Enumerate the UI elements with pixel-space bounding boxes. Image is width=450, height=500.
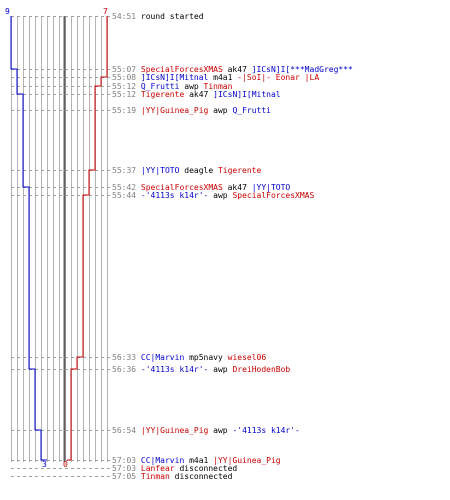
event-text: awp — [208, 191, 233, 200]
player-name: Q_Frutti — [232, 106, 271, 115]
player-name: ]ICsN]I[Mitnal — [213, 90, 281, 99]
red-end-count: 0 — [63, 460, 68, 469]
event-time: 57:05 — [112, 472, 141, 481]
event-text: m4a1 — [184, 456, 214, 465]
event-row: 55:42 SpecialForcesXMAS ak47 |YY|TOTO — [112, 183, 290, 192]
event-time: 55:08 — [112, 73, 141, 82]
event-row: 55:44 -'4113s k14r'- awp SpecialForcesXM… — [112, 191, 314, 200]
event-row: 55:19 |YY|Guinea_Pig awp Q_Frutti — [112, 106, 271, 115]
player-name: SpecialForcesXMAS — [140, 65, 223, 74]
event-time: 57:03 — [112, 456, 141, 465]
player-name: CC|Marvin — [140, 353, 185, 362]
event-time: 55:12 — [112, 90, 141, 99]
event-time: 56:54 — [112, 426, 141, 435]
event-time: 55:19 — [112, 106, 141, 115]
event-text: ak47 — [222, 183, 252, 192]
event-time: 56:36 — [112, 365, 141, 374]
event-row: 57:05 Tinman disconnected — [112, 472, 232, 481]
event-text: mp5navy — [184, 353, 228, 362]
player-name: |YY|TOTO — [251, 183, 291, 192]
event-text: ak47 — [222, 65, 252, 74]
event-row: 55:12 Q_Frutti awp Tinman — [112, 82, 232, 91]
event-row: 57:03 Lanfear disconnected — [112, 464, 237, 473]
player-name: |YY|Guinea_Pig — [213, 456, 281, 465]
red-start-count: 7 — [103, 7, 108, 16]
event-text: ak47 — [184, 90, 214, 99]
player-name: wiesel06 — [227, 353, 267, 362]
player-name: -'4113s k14r'- — [232, 426, 300, 435]
player-name: Lanfear — [140, 464, 175, 473]
event-row: 55:37 |YY|TOTO deagle Tigerente — [112, 166, 261, 175]
event-row: 55:08 ]ICsN]I[Mitnal m4a1 -|SoI|- Eonar … — [112, 73, 319, 82]
event-row: 56:36 -'4113s k14r'- awp DreiHodenBob — [112, 365, 290, 374]
blue-start-count: 9 — [5, 7, 10, 16]
player-name: ]ICsN]I[***MadGreg*** — [251, 65, 353, 74]
player-name: ]ICsN]I[Mitnal — [140, 73, 209, 82]
blue-alive-line — [10, 16, 47, 461]
event-row: 56:33 CC|Marvin mp5navy wiesel06 — [112, 353, 266, 362]
player-name: Q_Frutti — [140, 82, 180, 91]
player-name: Tigerente — [140, 90, 185, 99]
player-name: |YY|TOTO — [140, 166, 180, 175]
player-name: -'4113s k14r'- — [140, 365, 209, 374]
event-time: 54:51 — [112, 12, 141, 21]
event-time: 57:03 — [112, 464, 141, 473]
player-name: SpecialForcesXMAS — [232, 191, 315, 200]
event-row: 54:51 round started — [112, 12, 204, 21]
event-time: 55:37 — [112, 166, 141, 175]
event-time: 56:33 — [112, 353, 141, 362]
event-time: 55:07 — [112, 65, 141, 74]
event-row: 55:07 SpecialForcesXMAS ak47 ]ICsN]I[***… — [112, 65, 353, 74]
event-text: awp — [208, 106, 233, 115]
event-row: 57:03 CC|Marvin m4a1 |YY|Guinea_Pig — [112, 456, 281, 465]
player-name: Tigerente — [217, 166, 262, 175]
red-alive-line — [67, 16, 108, 461]
event-text: disconnected — [174, 464, 238, 473]
player-name: |YY|Guinea_Pig — [140, 106, 209, 115]
event-text: disconnected — [169, 472, 233, 481]
player-name: |YY|Guinea_Pig — [140, 426, 209, 435]
player-name: SpecialForcesXMAS — [140, 183, 223, 192]
player-name: CC|Marvin — [140, 456, 185, 465]
event-text: awp — [208, 426, 233, 435]
event-row: 56:54 |YY|Guinea_Pig awp -'4113s k14r'- — [112, 426, 300, 435]
player-name: -'4113s k14r'- — [140, 191, 209, 200]
event-text: m4a1 — [208, 73, 238, 82]
event-row: 55:12 Tigerente ak47 ]ICsN]I[Mitnal — [112, 90, 281, 99]
event-time: 55:42 — [112, 183, 141, 192]
event-text: round started — [140, 12, 204, 21]
event-text: awp — [208, 365, 233, 374]
event-time: 55:12 — [112, 82, 141, 91]
blue-end-count: 3 — [42, 460, 47, 469]
player-name: Tinman — [140, 472, 170, 481]
event-text: deagle — [179, 166, 218, 175]
player-name: DreiHodenBob — [232, 365, 291, 374]
player-name: Tinman — [203, 82, 233, 91]
player-name: -|SoI|- Eonar |LA — [237, 73, 320, 82]
event-text: awp — [179, 82, 204, 91]
event-time: 55:44 — [112, 191, 141, 200]
